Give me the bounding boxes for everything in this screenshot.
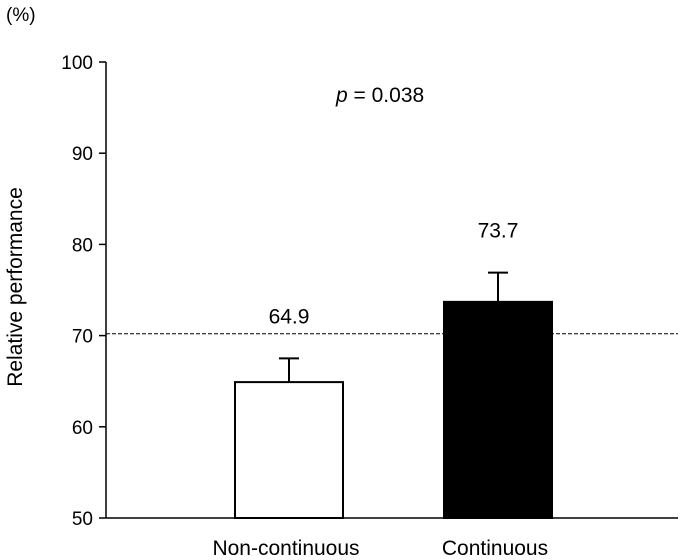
y-tick-label: 50 (72, 509, 93, 530)
p-value-annotation: p = 0.038 (335, 84, 424, 107)
bar-non-continuous (234, 381, 344, 519)
p-symbol: p (335, 84, 348, 107)
category-label: Non-continuous (212, 537, 359, 560)
error-bars (279, 271, 508, 383)
bar-continuous (443, 300, 553, 519)
bars (234, 300, 553, 519)
value-label: 73.7 (478, 220, 519, 243)
y-axis-title: Relative performance (4, 187, 27, 387)
p-value-text: = 0.038 (348, 84, 424, 107)
y-tick-label: 60 (72, 418, 93, 439)
y-tick-label: 80 (72, 235, 93, 256)
y-tick-label: 100 (61, 53, 93, 74)
value-label: 64.9 (269, 305, 310, 328)
value-labels: 64.9 73.7 (269, 220, 519, 329)
y-axis-ticks: 50 60 70 80 90 100 (61, 53, 106, 530)
y-tick-label: 70 (72, 327, 93, 348)
y-unit-label: (%) (6, 5, 36, 26)
category-labels: Non-continuous Continuous (212, 537, 548, 560)
category-label: Continuous (442, 537, 548, 560)
y-tick-label: 90 (72, 144, 93, 165)
